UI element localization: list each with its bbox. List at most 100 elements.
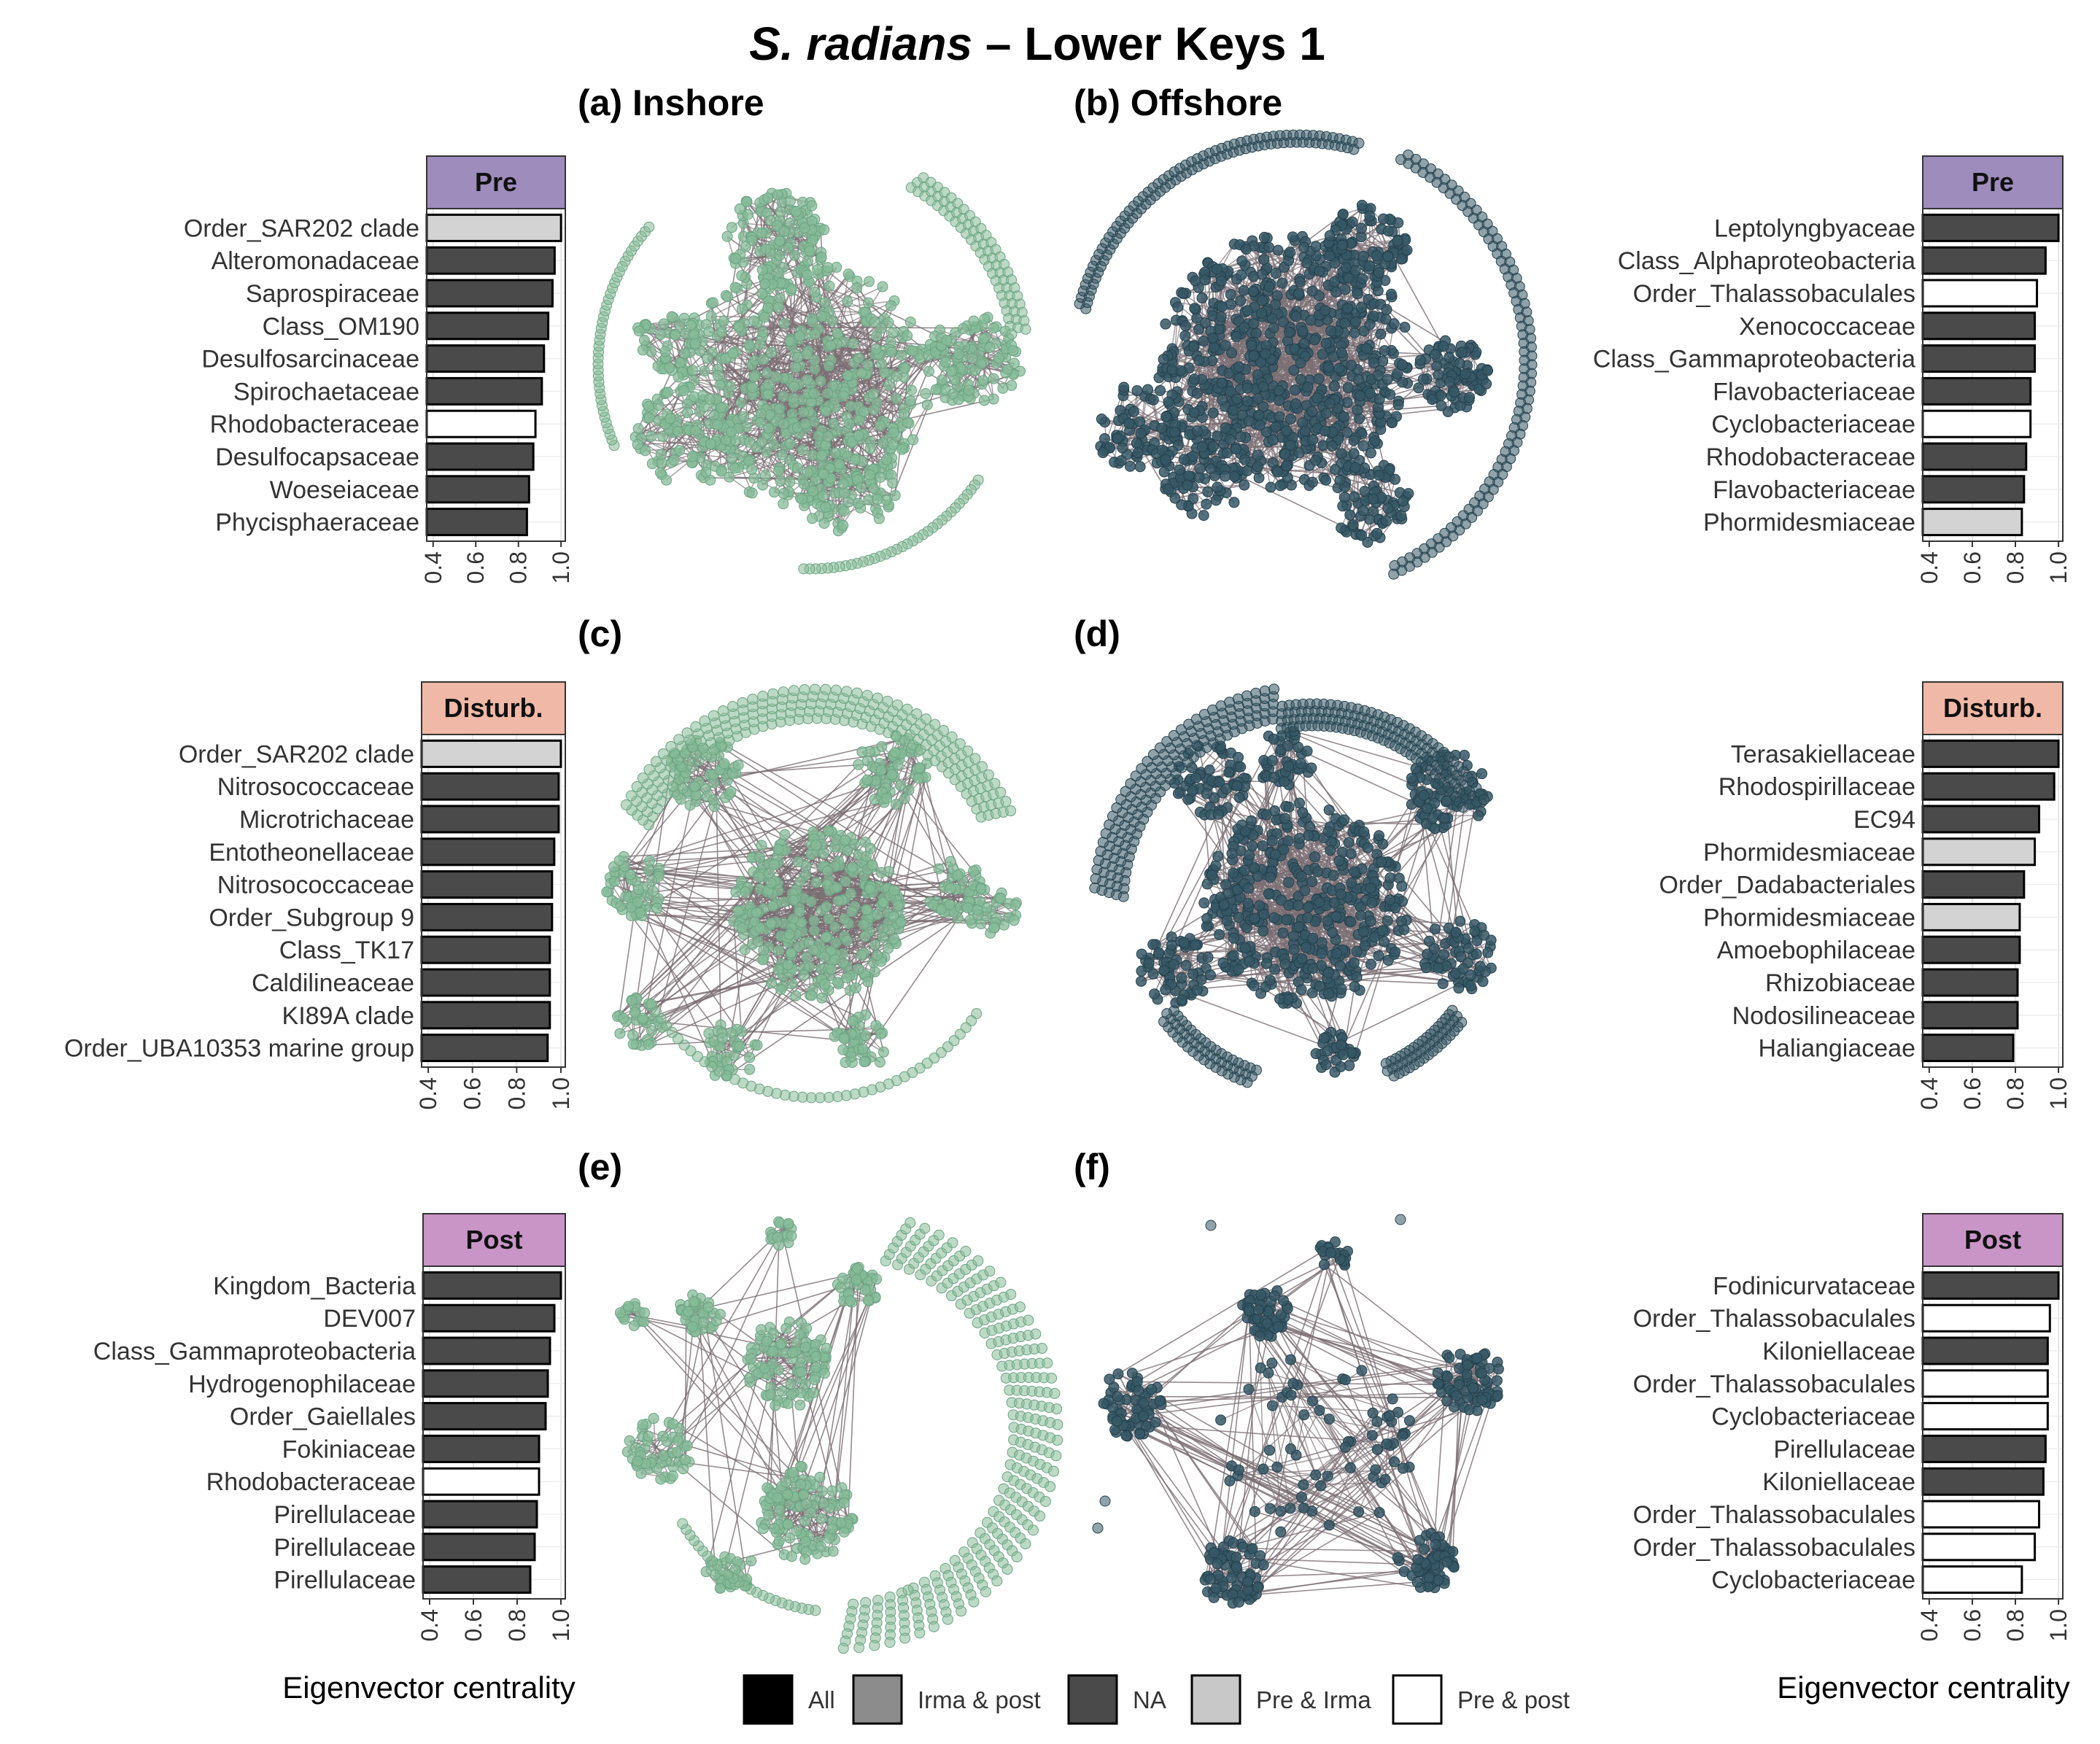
category-label: Desulfocapsaceae: [215, 443, 419, 471]
plot-border: [421, 734, 566, 1068]
category-label: Order_Thalassobaculales: [1633, 1501, 1915, 1529]
bar: [422, 1565, 532, 1594]
bar-panel-a-bars: Pre Order_SAR202 clade Alteromonadaceae Sap…: [184, 155, 574, 584]
legend-item: Pre & Irma: [1190, 1674, 1371, 1725]
network-nodes: [614, 1216, 1063, 1654]
category-label: Terasakiellaceae: [1731, 740, 1915, 768]
network-f: [1092, 1214, 1504, 1609]
bar: [1921, 739, 2060, 768]
bar: [1921, 968, 2019, 997]
plot-border: [426, 208, 566, 542]
plot-border: [1922, 734, 2064, 1068]
category-label: KI89A clade: [282, 1002, 414, 1030]
network-b: [1074, 129, 1538, 580]
category-label: Flavobacteriaceae: [1713, 378, 1915, 406]
bar: [1921, 870, 2026, 899]
bar-panel-c-bars: Disturb. Order_SAR202 clade Nitrosococcace…: [64, 681, 574, 1109]
plot-border: [422, 1266, 566, 1600]
legend-item: All: [743, 1674, 835, 1725]
bar: [1921, 1034, 2015, 1063]
network-d: [1089, 683, 1497, 1088]
category-label: Pirellulaceae: [274, 1501, 416, 1529]
bar-panel-d-bars: Disturb. Terasakiellaceae Rhodospirillacea…: [1659, 681, 2072, 1109]
bar: [420, 739, 562, 768]
bar: [1921, 246, 2047, 275]
bar: [1921, 1402, 2049, 1431]
category-label: Phormidesmiaceae: [1703, 509, 1915, 537]
panel-title-f: (f): [1074, 1147, 1110, 1187]
category-label: Order_Thalassobaculales: [1633, 280, 1915, 308]
bar: [420, 1001, 551, 1030]
bar: [1921, 409, 2032, 438]
bar: [425, 311, 550, 341]
category-label: Pirellulaceae: [274, 1567, 416, 1594]
category-label: Order_SAR202 clade: [184, 214, 419, 242]
x-tick-label: 0.6: [460, 1609, 487, 1641]
legend-swatch: [1392, 1674, 1443, 1725]
x-tick-label: 0.6: [1959, 1609, 1985, 1641]
bar: [420, 837, 556, 867]
bar: [1921, 1434, 2047, 1463]
plot-border: [1922, 1266, 2064, 1600]
facet-strip-label: Post: [1964, 1225, 2021, 1255]
bar: [1921, 935, 2021, 964]
bar: [425, 475, 530, 504]
x-tick-label: 0.4: [1916, 551, 1942, 584]
category-label: Order_UBA10353 marine group: [64, 1035, 414, 1063]
x-tick-label: 0.8: [503, 1077, 530, 1109]
category-label: Entotheonellaceae: [209, 839, 414, 867]
category-label: Desulfosarcinaceae: [201, 346, 419, 373]
facet-strip: [421, 681, 566, 735]
bar: [1921, 1467, 2045, 1496]
bar: [422, 1434, 541, 1463]
bar: [422, 1467, 541, 1496]
bar: [422, 1369, 549, 1398]
panel-title-b: (b) Offshore: [1074, 82, 1282, 123]
facet-strip-label: Disturb.: [1943, 693, 2042, 723]
facet-strip: [426, 155, 566, 209]
category-label: Cyclobacteriaceae: [1711, 411, 1915, 438]
category-label: Rhodospirillaceae: [1719, 773, 1915, 801]
category-label: Order_Gaiellales: [230, 1403, 416, 1431]
bar: [1921, 1500, 2041, 1529]
bar: [422, 1303, 556, 1333]
x-tick-label: 0.6: [462, 551, 489, 584]
x-tick-label: 1.0: [2045, 551, 2072, 584]
bar: [1921, 376, 2032, 406]
facet-strip-label: Pre: [1972, 167, 2014, 197]
category-label: Caldilineaceae: [252, 969, 414, 997]
legend: All Irma & post NA Pre & Irma Pre & post: [743, 1674, 1570, 1725]
category-label: Leptolyngbyaceae: [1714, 214, 1915, 242]
bar: [425, 376, 543, 406]
x-tick-label: 1.0: [548, 551, 574, 584]
bar: [1921, 1303, 2051, 1333]
category-label: Order_Dadabacteriales: [1659, 872, 1915, 899]
category-label: Nitrosococcaceae: [217, 773, 414, 801]
network-e: [614, 1216, 1063, 1654]
network-c: [601, 683, 1022, 1104]
category-label: Fodinicurvataceae: [1713, 1272, 1915, 1300]
panel-title-e: (e): [578, 1147, 622, 1187]
bar: [420, 935, 551, 964]
bar: [420, 772, 560, 801]
category-label: Rhodobacteraceae: [1706, 443, 1915, 471]
bar: [1921, 475, 2026, 504]
bar: [1921, 1336, 2049, 1365]
bar: [1921, 442, 2028, 471]
network-a: [592, 172, 1031, 575]
bar: [425, 409, 537, 438]
category-label: Cyclobacteriaceae: [1711, 1403, 1915, 1431]
bar: [1921, 311, 2037, 341]
bar: [425, 442, 535, 471]
x-tick-label: 0.4: [420, 551, 446, 584]
x-axis-label-right: Eigenvector centrality: [1777, 1670, 2070, 1705]
category-label: Hydrogenophilaceae: [188, 1371, 416, 1398]
bar: [425, 344, 546, 373]
bar: [425, 508, 528, 537]
x-tick-label: 1.0: [548, 1609, 574, 1641]
legend-label: Pre & Irma: [1256, 1686, 1371, 1713]
network-nodes: [1092, 1214, 1504, 1609]
x-tick-label: 0.8: [505, 551, 532, 584]
bar-panel-f-bars: Post Fodinicurvataceae Order_Thalassobacul…: [1633, 1213, 2072, 1641]
category-label: Class_TK17: [279, 937, 414, 964]
